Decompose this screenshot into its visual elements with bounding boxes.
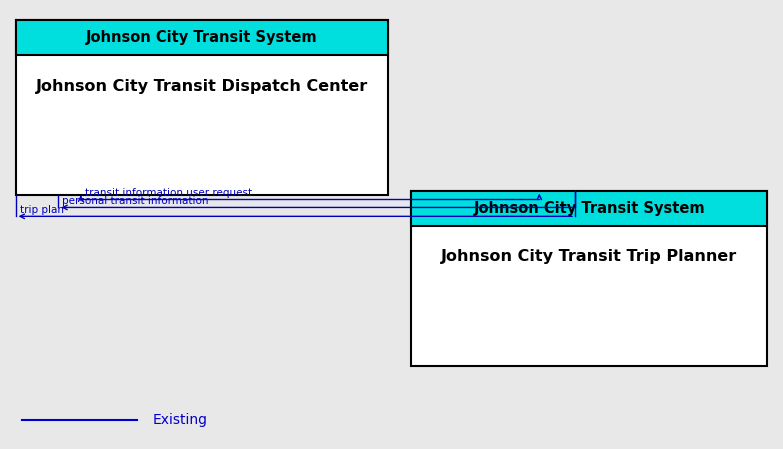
Text: trip plan: trip plan xyxy=(20,205,63,215)
Bar xyxy=(411,191,767,366)
Text: Johnson City Transit System: Johnson City Transit System xyxy=(474,201,705,216)
Text: Existing: Existing xyxy=(153,413,207,427)
Text: transit information user request: transit information user request xyxy=(85,188,252,198)
Text: personal transit information: personal transit information xyxy=(63,196,209,206)
Bar xyxy=(16,20,388,195)
Text: Johnson City Transit Dispatch Center: Johnson City Transit Dispatch Center xyxy=(35,79,368,93)
Bar xyxy=(16,20,388,55)
Bar xyxy=(411,191,767,226)
Text: Johnson City Transit System: Johnson City Transit System xyxy=(86,30,317,45)
Text: Johnson City Transit Trip Planner: Johnson City Transit Trip Planner xyxy=(441,249,738,264)
